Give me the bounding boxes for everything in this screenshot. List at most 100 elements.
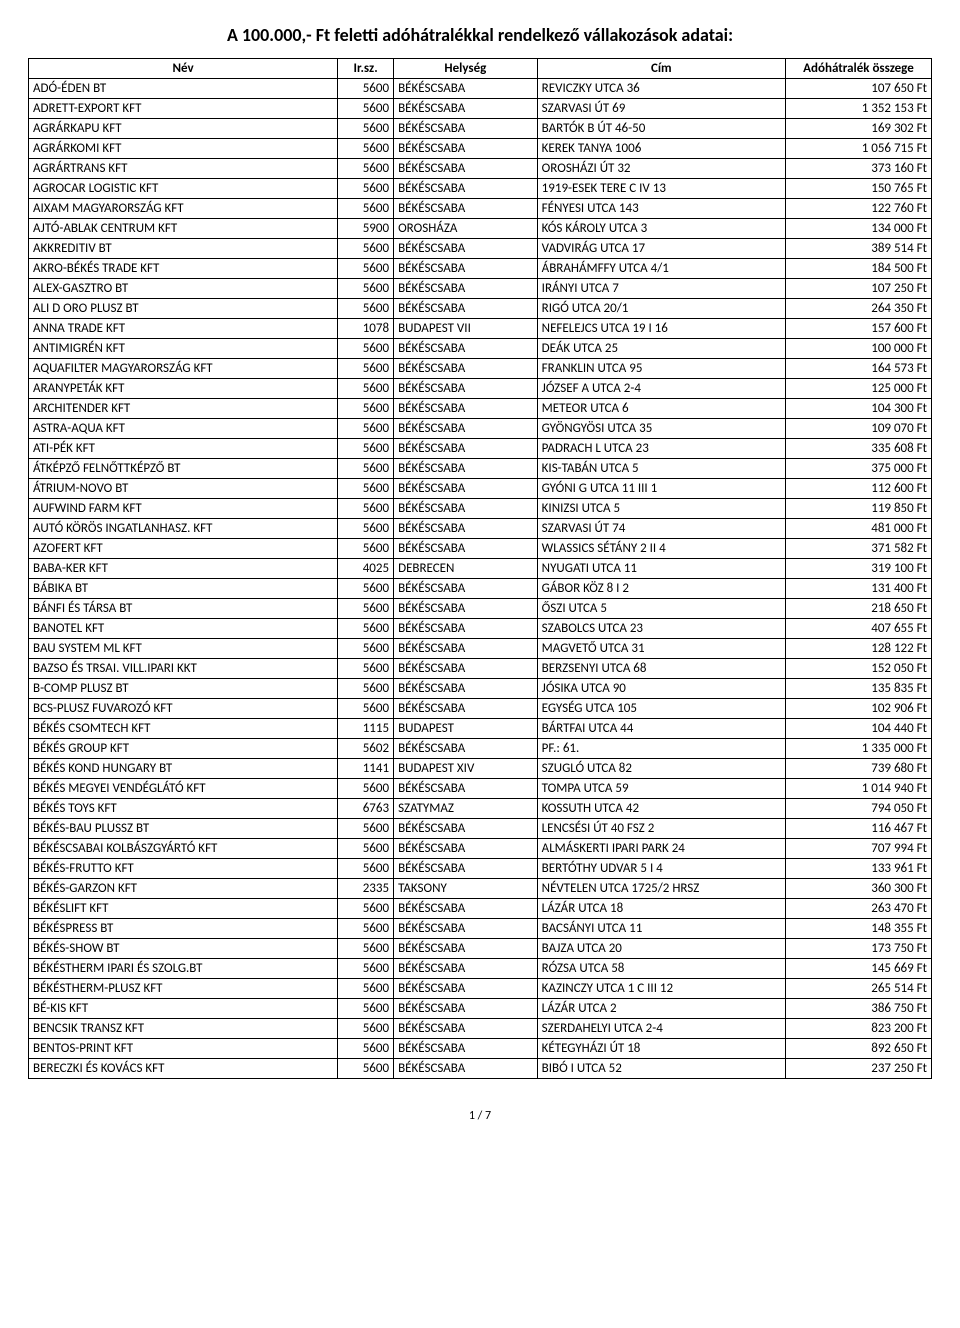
table-row: AQUAFILTER MAGYARORSZÁG KFT5600BÉKÉSCSAB… (29, 359, 932, 379)
cell-cim: JÓZSEF A UTCA 2-4 (537, 379, 785, 399)
page-title: A 100.000,- Ft feletti adóhátralékkal re… (28, 24, 932, 46)
cell-cim: KIS-TABÁN UTCA 5 (537, 459, 785, 479)
cell-cim: RIGÓ UTCA 20/1 (537, 299, 785, 319)
cell-hely: BÉKÉSCSABA (394, 1039, 538, 1059)
cell-hely: BÉKÉSCSABA (394, 99, 538, 119)
cell-nev: BÉKÉSLIFT KFT (29, 899, 338, 919)
cell-irsz: 5600 (338, 139, 394, 159)
cell-hely: BÉKÉSCSABA (394, 119, 538, 139)
table-row: BÉKÉS-BAU PLUSSZ BT5600BÉKÉSCSABALENCSÉS… (29, 819, 932, 839)
cell-amount: 122 760 Ft (785, 199, 931, 219)
table-row: BÉKÉS KOND HUNGARY BT1141BUDAPEST XIVSZU… (29, 759, 932, 779)
cell-nev: ÁTKÉPZŐ FELNŐTTKÉPZŐ BT (29, 459, 338, 479)
table-row: BÉ-KIS KFT5600BÉKÉSCSABALÁZÁR UTCA 2386 … (29, 999, 932, 1019)
cell-irsz: 5600 (338, 579, 394, 599)
cell-hely: BÉKÉSCSABA (394, 839, 538, 859)
cell-amount: 373 160 Ft (785, 159, 931, 179)
cell-cim: VADVIRÁG UTCA 17 (537, 239, 785, 259)
cell-cim: SZARVASI ÚT 69 (537, 99, 785, 119)
cell-hely: TAKSONY (394, 879, 538, 899)
cell-hely: BÉKÉSCSABA (394, 1019, 538, 1039)
cell-cim: SZERDAHELYI UTCA 2-4 (537, 1019, 785, 1039)
cell-amount: 109 070 Ft (785, 419, 931, 439)
cell-nev: AKKREDITIV BT (29, 239, 338, 259)
cell-hely: BÉKÉSCSABA (394, 399, 538, 419)
cell-amount: 157 600 Ft (785, 319, 931, 339)
cell-hely: BÉKÉSCSABA (394, 339, 538, 359)
table-row: AKRO-BÉKÉS TRADE KFT5600BÉKÉSCSABAÁBRAHÁ… (29, 259, 932, 279)
table-row: ÁTRIUM-NOVO BT5600BÉKÉSCSABAGYÓNI G UTCA… (29, 479, 932, 499)
cell-irsz: 5600 (338, 819, 394, 839)
cell-amount: 389 514 Ft (785, 239, 931, 259)
table-row: BÉKÉSLIFT KFT5600BÉKÉSCSABALÁZÁR UTCA 18… (29, 899, 932, 919)
cell-irsz: 5600 (338, 359, 394, 379)
cell-irsz: 5600 (338, 499, 394, 519)
cell-amount: 1 335 000 Ft (785, 739, 931, 759)
cell-nev: AUFWIND FARM KFT (29, 499, 338, 519)
cell-cim: 1919-ESEK TERE C IV 13 (537, 179, 785, 199)
cell-amount: 128 122 Ft (785, 639, 931, 659)
cell-cim: FRANKLIN UTCA 95 (537, 359, 785, 379)
cell-irsz: 6763 (338, 799, 394, 819)
cell-hely: BÉKÉSCSABA (394, 459, 538, 479)
cell-irsz: 5600 (338, 659, 394, 679)
table-row: ALI D ORO PLUSZ BT5600BÉKÉSCSABARIGÓ UTC… (29, 299, 932, 319)
cell-nev: ATI-PÉK KFT (29, 439, 338, 459)
cell-amount: 119 850 Ft (785, 499, 931, 519)
table-row: BÉKÉS-GARZON KFT2335TAKSONYNÉVTELEN UTCA… (29, 879, 932, 899)
cell-amount: 173 750 Ft (785, 939, 931, 959)
cell-nev: BANOTEL KFT (29, 619, 338, 639)
col-header-irsz: Ir.sz. (338, 59, 394, 79)
cell-hely: BÉKÉSCSABA (394, 139, 538, 159)
cell-irsz: 1078 (338, 319, 394, 339)
cell-cim: BIBÓ I UTCA 52 (537, 1059, 785, 1079)
cell-irsz: 5600 (338, 239, 394, 259)
cell-amount: 150 765 Ft (785, 179, 931, 199)
cell-nev: BENCSIK TRANSZ KFT (29, 1019, 338, 1039)
cell-nev: BÉKÉS KOND HUNGARY BT (29, 759, 338, 779)
cell-hely: BÉKÉSCSABA (394, 179, 538, 199)
cell-nev: BÉKÉSPRESS BT (29, 919, 338, 939)
table-row: AUTÓ KÖRÖS INGATLANHASZ. KFT5600BÉKÉSCSA… (29, 519, 932, 539)
table-row: BÉKÉS-SHOW BT5600BÉKÉSCSABABAJZA UTCA 20… (29, 939, 932, 959)
cell-amount: 135 835 Ft (785, 679, 931, 699)
cell-cim: LÁZÁR UTCA 18 (537, 899, 785, 919)
cell-hely: BÉKÉSCSABA (394, 379, 538, 399)
cell-cim: SZABOLCS UTCA 23 (537, 619, 785, 639)
cell-cim: KINIZSI UTCA 5 (537, 499, 785, 519)
cell-cim: KAZINCZY UTCA 1 C III 12 (537, 979, 785, 999)
cell-irsz: 5600 (338, 339, 394, 359)
cell-cim: SZUGLÓ UTCA 82 (537, 759, 785, 779)
cell-nev: AZOFERT KFT (29, 539, 338, 559)
cell-hely: BÉKÉSCSABA (394, 579, 538, 599)
cell-cim: OROSHÁZI ÚT 32 (537, 159, 785, 179)
cell-hely: BÉKÉSCSABA (394, 519, 538, 539)
table-row: B-COMP PLUSZ BT5600BÉKÉSCSABAJÓSIKA UTCA… (29, 679, 932, 699)
table-row: ATI-PÉK KFT5600BÉKÉSCSABAPADRACH L UTCA … (29, 439, 932, 459)
table-row: ADÓ-ÉDEN BT5600BÉKÉSCSABAREVICZKY UTCA 3… (29, 79, 932, 99)
cell-hely: OROSHÁZA (394, 219, 538, 239)
cell-irsz: 5600 (338, 459, 394, 479)
cell-hely: BÉKÉSCSABA (394, 599, 538, 619)
cell-cim: KÉTEGYHÁZI ÚT 18 (537, 1039, 785, 1059)
cell-hely: BÉKÉSCSABA (394, 699, 538, 719)
cell-nev: ADRETT-EXPORT KFT (29, 99, 338, 119)
debt-table: Név Ir.sz. Helység Cím Adóhátralék össze… (28, 58, 932, 1079)
cell-irsz: 5600 (338, 539, 394, 559)
cell-hely: BÉKÉSCSABA (394, 359, 538, 379)
cell-nev: AKRO-BÉKÉS TRADE KFT (29, 259, 338, 279)
cell-nev: BÉKÉS-SHOW BT (29, 939, 338, 959)
cell-hely: BÉKÉSCSABA (394, 199, 538, 219)
cell-nev: AGRÁRTRANS KFT (29, 159, 338, 179)
cell-amount: 125 000 Ft (785, 379, 931, 399)
cell-amount: 164 573 Ft (785, 359, 931, 379)
table-row: AKKREDITIV BT5600BÉKÉSCSABAVADVIRÁG UTCA… (29, 239, 932, 259)
cell-irsz: 5600 (338, 599, 394, 619)
cell-cim: PADRACH L UTCA 23 (537, 439, 785, 459)
cell-amount: 481 000 Ft (785, 519, 931, 539)
cell-cim: ŐSZI UTCA 5 (537, 599, 785, 619)
cell-irsz: 5600 (338, 439, 394, 459)
table-row: BENCSIK TRANSZ KFT5600BÉKÉSCSABASZERDAHE… (29, 1019, 932, 1039)
cell-hely: BÉKÉSCSABA (394, 959, 538, 979)
cell-amount: 116 467 Ft (785, 819, 931, 839)
